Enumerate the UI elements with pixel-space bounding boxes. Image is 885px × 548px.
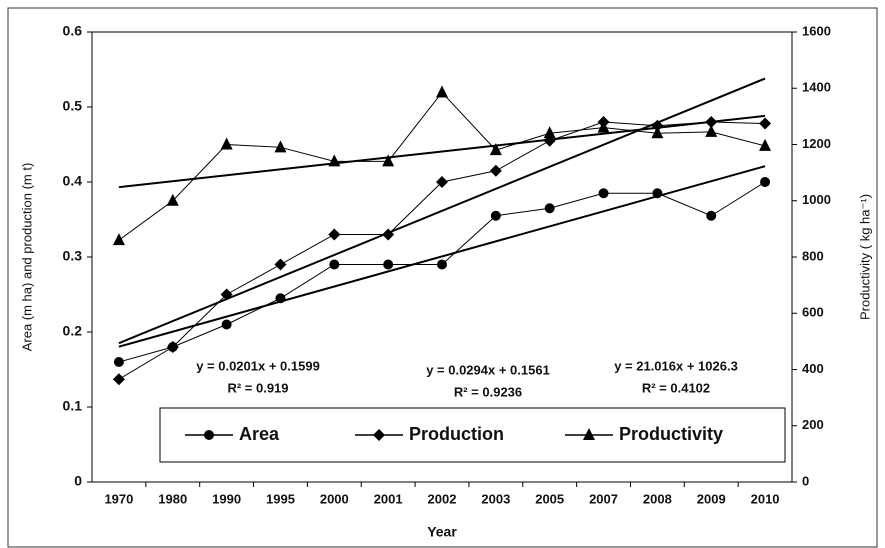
x-tick-label: 1970 bbox=[104, 491, 133, 506]
y2-tick-label: 400 bbox=[802, 361, 824, 376]
marker bbox=[383, 259, 394, 270]
marker bbox=[382, 228, 395, 241]
y-tick-label: 0.4 bbox=[63, 173, 83, 189]
x-tick-label: 2003 bbox=[481, 491, 510, 506]
annotation: y = 0.0201x + 0.1599 bbox=[196, 358, 320, 373]
x-tick-label: 2010 bbox=[751, 491, 780, 506]
x-tick-label: 1990 bbox=[212, 491, 241, 506]
marker bbox=[543, 126, 556, 139]
y-tick-label: 0.5 bbox=[63, 98, 83, 114]
marker bbox=[489, 143, 502, 156]
y2-tick-label: 800 bbox=[802, 248, 824, 263]
marker bbox=[220, 137, 233, 150]
marker bbox=[112, 373, 125, 386]
marker bbox=[373, 429, 385, 441]
frame bbox=[7, 7, 878, 548]
annotation: y = 21.016x + 1026.3 bbox=[614, 358, 738, 373]
marker bbox=[113, 357, 124, 367]
y-tick-label: 0.6 bbox=[63, 23, 83, 39]
x-tick-label: 2007 bbox=[589, 491, 618, 506]
marker bbox=[166, 341, 179, 353]
marker bbox=[166, 193, 179, 206]
legend-label: Area bbox=[239, 424, 280, 444]
marker bbox=[705, 124, 718, 137]
marker bbox=[328, 154, 341, 167]
y-axis-title: Area (m ha) and production (m t) bbox=[19, 163, 34, 352]
marker bbox=[437, 259, 447, 270]
marker bbox=[220, 288, 233, 301]
annotation: R² = 0.919 bbox=[227, 380, 288, 395]
marker bbox=[275, 293, 286, 304]
x-tick-label: 2001 bbox=[374, 491, 403, 506]
marker bbox=[436, 85, 448, 98]
marker bbox=[221, 319, 232, 330]
x-axis-title: Year bbox=[427, 524, 457, 540]
y-tick-label: 0.1 bbox=[63, 398, 83, 414]
marker bbox=[583, 428, 595, 440]
y2-tick-label: 600 bbox=[802, 305, 824, 320]
marker bbox=[597, 120, 610, 133]
marker bbox=[652, 188, 663, 199]
marker bbox=[759, 138, 772, 151]
marker bbox=[760, 177, 771, 187]
marker bbox=[651, 126, 664, 139]
marker bbox=[490, 210, 501, 221]
marker bbox=[328, 228, 341, 241]
marker bbox=[489, 164, 502, 177]
x-tick-label: 1980 bbox=[158, 491, 187, 506]
y2-tick-label: 1200 bbox=[802, 136, 831, 151]
y-tick-label: 0.2 bbox=[63, 323, 83, 339]
marker bbox=[706, 210, 717, 221]
annotation: y = 0.0294x + 0.1561 bbox=[426, 362, 550, 377]
marker bbox=[436, 176, 448, 188]
x-tick-label: 2000 bbox=[320, 491, 349, 506]
legend-label: Production bbox=[409, 424, 504, 444]
annotation: R² = 0.9236 bbox=[454, 384, 522, 399]
x-tick-label: 2005 bbox=[535, 491, 564, 506]
y2-tick-label: 200 bbox=[802, 417, 824, 432]
marker bbox=[274, 258, 287, 271]
marker bbox=[204, 430, 214, 440]
y2-tick-label: 1600 bbox=[802, 23, 831, 38]
marker bbox=[382, 154, 395, 167]
y2-axis-title: Productivity ( kg ha⁻¹) bbox=[857, 194, 872, 320]
y2-tick-label: 0 bbox=[802, 473, 809, 488]
y-tick-label: 0.3 bbox=[63, 248, 83, 264]
y2-tick-label: 1400 bbox=[802, 80, 831, 95]
marker bbox=[544, 203, 555, 214]
annotation: R² = 0.4102 bbox=[642, 380, 710, 395]
legend-label: Productivity bbox=[619, 424, 723, 444]
marker bbox=[759, 117, 772, 130]
y2-tick-label: 1000 bbox=[802, 192, 831, 207]
x-tick-label: 2008 bbox=[643, 491, 672, 506]
marker bbox=[274, 140, 287, 153]
plot-area bbox=[91, 31, 793, 483]
x-tick-label: 2009 bbox=[697, 491, 726, 506]
x-tick-label: 2002 bbox=[428, 491, 457, 506]
x-tick-label: 1995 bbox=[266, 491, 295, 506]
legend-box bbox=[159, 407, 786, 463]
y-tick-label: 0 bbox=[74, 473, 82, 489]
marker bbox=[329, 259, 340, 270]
marker bbox=[598, 188, 609, 199]
marker bbox=[112, 233, 125, 246]
